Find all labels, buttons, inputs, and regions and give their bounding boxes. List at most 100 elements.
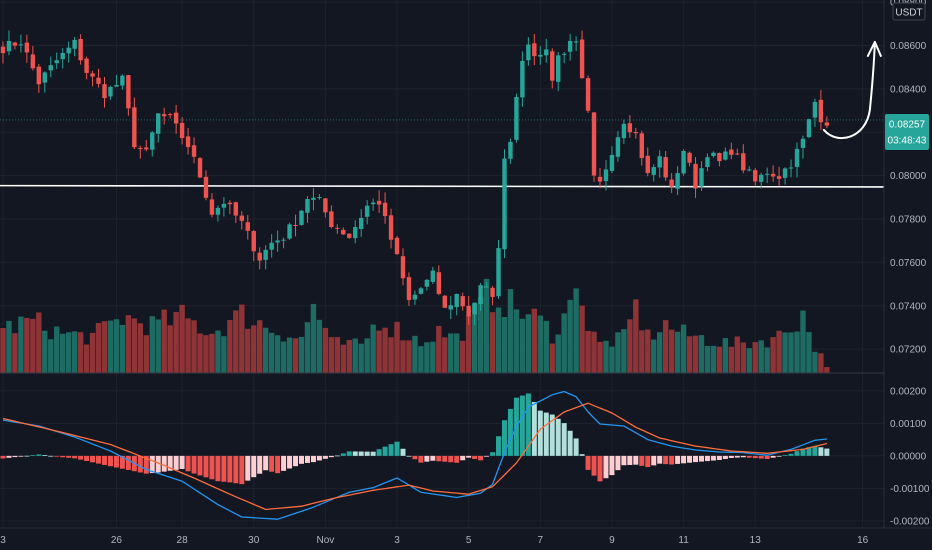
macd-histogram-bar bbox=[185, 455, 191, 472]
macd-histogram-bar bbox=[794, 451, 800, 456]
volume-bar bbox=[119, 324, 126, 373]
candle bbox=[120, 74, 125, 90]
candle bbox=[96, 68, 101, 88]
candle bbox=[66, 41, 71, 63]
macd-histogram-bar bbox=[215, 455, 221, 482]
candle-body bbox=[167, 114, 173, 116]
candle-body bbox=[317, 197, 322, 199]
volume-bar bbox=[459, 340, 466, 373]
macd-histogram-bar bbox=[770, 455, 776, 458]
volume-bar bbox=[597, 341, 603, 373]
volume-bar bbox=[221, 336, 227, 373]
candlestick-series bbox=[0, 30, 830, 326]
candle-body bbox=[406, 277, 412, 300]
candle-body bbox=[717, 153, 722, 162]
macd-histogram-bar bbox=[227, 455, 233, 483]
volume-bar bbox=[197, 333, 203, 373]
volume-bar bbox=[95, 323, 102, 373]
volume-bar bbox=[465, 315, 472, 373]
candle bbox=[370, 198, 376, 211]
volume-bar bbox=[298, 336, 305, 373]
macd-histogram-bar bbox=[334, 455, 340, 457]
candle-body bbox=[341, 229, 346, 235]
candle-body bbox=[806, 119, 812, 138]
volume-bar bbox=[627, 319, 633, 373]
candle-body bbox=[418, 288, 424, 294]
candle-body bbox=[675, 173, 680, 189]
candle-body bbox=[108, 86, 113, 97]
macd-histogram-bar bbox=[621, 455, 627, 466]
candle-body bbox=[311, 197, 316, 200]
volume-bar bbox=[794, 331, 800, 373]
candle bbox=[675, 166, 680, 196]
candle bbox=[388, 208, 394, 249]
candle-body bbox=[12, 42, 18, 46]
macd-histogram-bar bbox=[633, 455, 639, 465]
macd-histogram-bar bbox=[275, 455, 281, 474]
candle bbox=[30, 45, 36, 71]
macd-histogram-bar bbox=[352, 451, 358, 456]
volume-bar bbox=[454, 333, 460, 373]
macd-histogram-bar bbox=[340, 453, 346, 456]
macd-histogram-bar bbox=[209, 455, 215, 480]
macd-histogram-bar bbox=[358, 451, 364, 456]
candle bbox=[376, 190, 382, 213]
candle bbox=[681, 149, 686, 176]
candle bbox=[645, 147, 650, 177]
candle-body bbox=[156, 113, 161, 134]
macd-histogram-bar bbox=[18, 455, 24, 457]
volume-bar bbox=[818, 353, 824, 373]
candle-body bbox=[794, 148, 800, 167]
candle bbox=[245, 215, 250, 240]
macd-histogram-bar bbox=[603, 455, 609, 479]
macd-axis[interactable]: 0.00200 0.00100 0.00000 -0.00100 -0.00200 bbox=[890, 386, 930, 527]
candle bbox=[400, 248, 406, 286]
macd-histogram-bar bbox=[627, 455, 633, 465]
candle bbox=[800, 135, 806, 159]
candle-body bbox=[496, 248, 501, 297]
candle bbox=[753, 167, 758, 187]
candle-body bbox=[257, 252, 262, 261]
candle-body bbox=[263, 249, 268, 260]
candle bbox=[764, 167, 770, 183]
macd-histogram-bar bbox=[525, 393, 531, 456]
candle-body bbox=[78, 38, 83, 61]
candle-body bbox=[24, 42, 30, 53]
macd-histogram-bar bbox=[478, 455, 484, 461]
macd-histogram-bar bbox=[269, 455, 275, 472]
candle-body bbox=[526, 44, 531, 61]
hand-drawn-arrow[interactable] bbox=[822, 40, 882, 140]
macd-histogram-bar bbox=[287, 455, 293, 469]
candle-body bbox=[126, 75, 131, 109]
macd-histogram-bar bbox=[203, 455, 209, 478]
time-axis[interactable]: 3 26 28 30 Nov 3 5 7 9 11 13 16 bbox=[0, 535, 868, 546]
volume-bar bbox=[245, 328, 251, 373]
volume-bar bbox=[591, 331, 597, 373]
candle-body bbox=[723, 151, 728, 160]
support-line[interactable] bbox=[0, 184, 885, 188]
candle-body bbox=[96, 77, 101, 84]
currency-badge[interactable]: USDT bbox=[892, 2, 926, 21]
candle bbox=[705, 153, 710, 172]
macd-histogram-bar bbox=[221, 455, 227, 482]
candle-body bbox=[454, 293, 459, 308]
volume-bar bbox=[668, 329, 675, 373]
candle-body bbox=[376, 200, 382, 205]
candle-body bbox=[699, 168, 704, 187]
candle-body bbox=[347, 233, 352, 238]
macd-histogram-bar bbox=[740, 455, 746, 458]
volume-bar bbox=[782, 332, 788, 373]
candle bbox=[191, 137, 197, 164]
last-price-value: 0.08257 bbox=[889, 120, 926, 131]
volume-bar bbox=[567, 299, 573, 373]
candle-body bbox=[818, 99, 824, 123]
volume-bar bbox=[657, 332, 663, 373]
candle-body bbox=[353, 227, 358, 239]
candle-body bbox=[460, 296, 465, 307]
macd-histogram-bar bbox=[687, 455, 693, 463]
candle bbox=[711, 151, 716, 158]
candle bbox=[347, 233, 352, 239]
